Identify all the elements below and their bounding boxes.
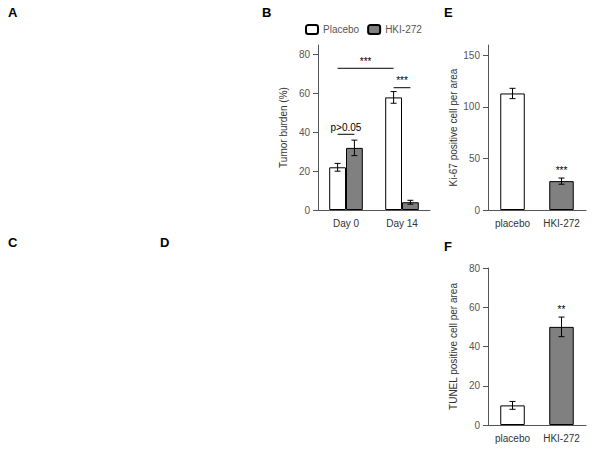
svg-text:Ki-67 positive cell per area: Ki-67 positive cell per area [448,68,459,186]
svg-text:Tumor burden (%): Tumor burden (%) [278,87,289,168]
svg-text:HKI-272: HKI-272 [543,218,580,229]
svg-text:60: 60 [299,88,311,99]
svg-text:Placebo: Placebo [323,24,360,35]
svg-text:80: 80 [469,263,481,274]
svg-text:p>0.05: p>0.05 [331,122,362,133]
svg-text:50: 50 [469,153,481,164]
svg-text:**: ** [558,304,566,315]
svg-text:B: B [262,5,271,20]
svg-text:D: D [160,235,169,250]
svg-text:placebo: placebo [495,218,530,229]
svg-text:0: 0 [304,205,310,216]
svg-text:100: 100 [463,101,480,112]
svg-text:150: 150 [463,50,480,61]
svg-text:HKI-272: HKI-272 [385,24,422,35]
svg-text:TUNEL positive cell per area: TUNEL positive cell per area [448,283,459,410]
svg-text:placebo: placebo [495,433,530,444]
svg-text:Day 14: Day 14 [386,218,418,229]
svg-text:C: C [8,235,18,250]
svg-text:20: 20 [469,380,481,391]
svg-text:A: A [8,5,18,20]
svg-text:***: *** [360,56,372,67]
svg-text:HKI-272: HKI-272 [543,433,580,444]
svg-text:Day 0: Day 0 [333,218,360,229]
svg-text:0: 0 [474,420,480,431]
svg-text:40: 40 [299,127,311,138]
svg-text:80: 80 [299,49,311,60]
svg-text:F: F [444,239,452,254]
svg-text:E: E [444,5,453,20]
svg-text:40: 40 [469,341,481,352]
svg-text:20: 20 [299,166,311,177]
svg-text:0: 0 [474,205,480,216]
svg-text:***: *** [396,75,408,86]
svg-text:***: *** [556,165,568,176]
svg-text:60: 60 [469,302,481,313]
